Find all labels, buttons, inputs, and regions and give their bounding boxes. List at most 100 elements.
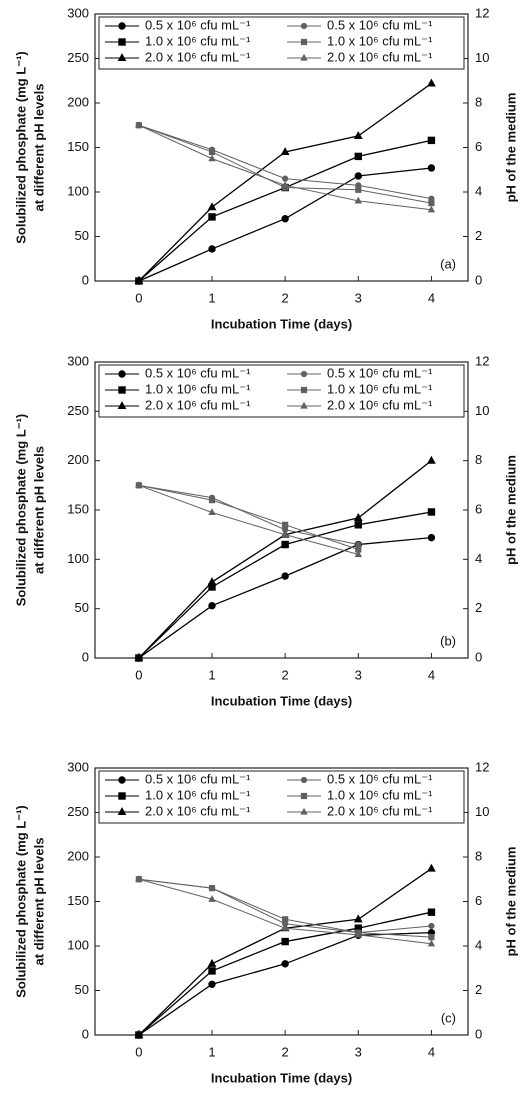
annotation: (a): [440, 256, 456, 271]
legend-label: 2.0 x 10⁶ cfu mL⁻¹: [145, 49, 251, 64]
legend-label: 2.0 x 10⁶ cfu mL⁻¹: [327, 803, 433, 818]
series-line: [138, 460, 432, 659]
legend-label: 2.0 x 10⁶ cfu mL⁻¹: [145, 803, 251, 818]
marker: [207, 202, 217, 211]
marker: [208, 154, 216, 162]
y2-tick-label: 10: [475, 804, 489, 819]
marker: [208, 967, 216, 975]
annotation: (c): [441, 1010, 456, 1025]
y2-tick-label: 10: [475, 50, 489, 65]
legend: 0.5 x 10⁶ cfu mL⁻¹1.0 x 10⁶ cfu mL⁻¹2.0 …: [98, 770, 465, 824]
y-tick-label: 200: [67, 94, 89, 109]
legend-label: 0.5 x 10⁶ cfu mL⁻¹: [145, 17, 251, 32]
y-tick-label: 300: [67, 759, 89, 774]
marker: [281, 215, 289, 223]
legend-label: 0.5 x 10⁶ cfu mL⁻¹: [327, 771, 433, 786]
legend-label: 0.5 x 10⁶ cfu mL⁻¹: [145, 365, 251, 380]
marker: [208, 980, 216, 988]
x-tick-label: 3: [355, 1044, 362, 1059]
marker: [355, 186, 362, 193]
y-tick-label: 50: [75, 228, 89, 243]
legend-label: 2.0 x 10⁶ cfu mL⁻¹: [145, 397, 251, 412]
annotation: (b): [440, 633, 456, 648]
y2-tick-label: 6: [475, 139, 482, 154]
marker: [427, 939, 436, 947]
legend-label: 0.5 x 10⁶ cfu mL⁻¹: [327, 365, 433, 380]
marker: [353, 131, 363, 139]
marker: [353, 513, 363, 521]
y-axis-label: at different pH levels: [31, 838, 46, 966]
marker: [354, 172, 362, 180]
marker: [281, 181, 289, 188]
marker: [427, 533, 436, 542]
x-tick-label: 3: [355, 290, 362, 305]
legend-label: 2.0 x 10⁶ cfu mL⁻¹: [327, 397, 433, 412]
series-line: [138, 932, 432, 1036]
marker: [427, 78, 436, 87]
y2-tick-label: 12: [475, 759, 489, 774]
y-tick-label: 100: [67, 183, 89, 198]
y2-tick-label: 6: [475, 501, 482, 516]
y-axis-label: Solubilized phosphate (mg L⁻¹): [13, 51, 28, 243]
marker: [208, 213, 216, 221]
x-axis-label: Incubation Time (days): [211, 316, 352, 331]
legend-box: [98, 16, 465, 70]
legend-label: 1.0 x 10⁶ cfu mL⁻¹: [327, 33, 433, 48]
y-tick-label: 200: [67, 452, 89, 467]
y2-tick-label: 0: [475, 272, 482, 287]
marker: [282, 175, 289, 182]
marker: [118, 38, 126, 46]
x-tick-label: 2: [282, 1044, 289, 1059]
legend-label: 1.0 x 10⁶ cfu mL⁻¹: [145, 787, 251, 802]
marker: [281, 530, 289, 538]
y-tick-label: 300: [67, 353, 89, 368]
legend: 0.5 x 10⁶ cfu mL⁻¹1.0 x 10⁶ cfu mL⁻¹2.0 …: [98, 16, 465, 70]
series-line: [138, 484, 359, 546]
y2-tick-label: 10: [475, 403, 489, 418]
marker: [428, 922, 435, 930]
legend-label: 1.0 x 10⁶ cfu mL⁻¹: [145, 33, 251, 48]
x-axis-label: Incubation Time (days): [211, 693, 352, 708]
marker: [118, 386, 126, 394]
marker: [354, 196, 362, 204]
marker: [280, 147, 290, 156]
marker: [135, 875, 143, 882]
marker: [118, 776, 126, 784]
x-tick-label: 1: [208, 1044, 215, 1059]
marker: [427, 508, 436, 516]
y-tick-label: 50: [75, 600, 89, 615]
x-tick-label: 4: [428, 667, 435, 682]
legend-label: 0.5 x 10⁶ cfu mL⁻¹: [145, 771, 251, 786]
marker: [208, 245, 216, 253]
x-tick-label: 4: [428, 290, 435, 305]
marker: [117, 53, 127, 62]
marker: [428, 934, 435, 941]
marker: [208, 148, 216, 156]
marker: [118, 370, 126, 378]
marker: [300, 386, 308, 394]
y2-tick-label: 4: [475, 937, 482, 952]
marker: [282, 521, 289, 528]
y2-tick-label: 8: [475, 452, 482, 467]
y2-tick-label: 8: [475, 94, 482, 109]
x-tick-label: 1: [208, 290, 215, 305]
legend-box: [98, 364, 465, 418]
y-tick-label: 100: [67, 551, 89, 566]
y2-tick-label: 8: [475, 848, 482, 863]
y2-axis-label: pH of the medium: [503, 93, 518, 203]
x-tick-label: 0: [135, 290, 142, 305]
y-tick-label: 250: [67, 50, 89, 65]
y2-tick-label: 0: [475, 1026, 482, 1041]
x-tick-label: 2: [282, 667, 289, 682]
series-line: [138, 484, 359, 550]
marker: [117, 807, 127, 816]
marker: [208, 602, 216, 610]
marker: [300, 401, 308, 409]
y-axis-label: at different pH levels: [31, 84, 46, 212]
marker: [281, 937, 289, 946]
y2-tick-label: 4: [475, 551, 482, 566]
marker: [428, 200, 435, 207]
